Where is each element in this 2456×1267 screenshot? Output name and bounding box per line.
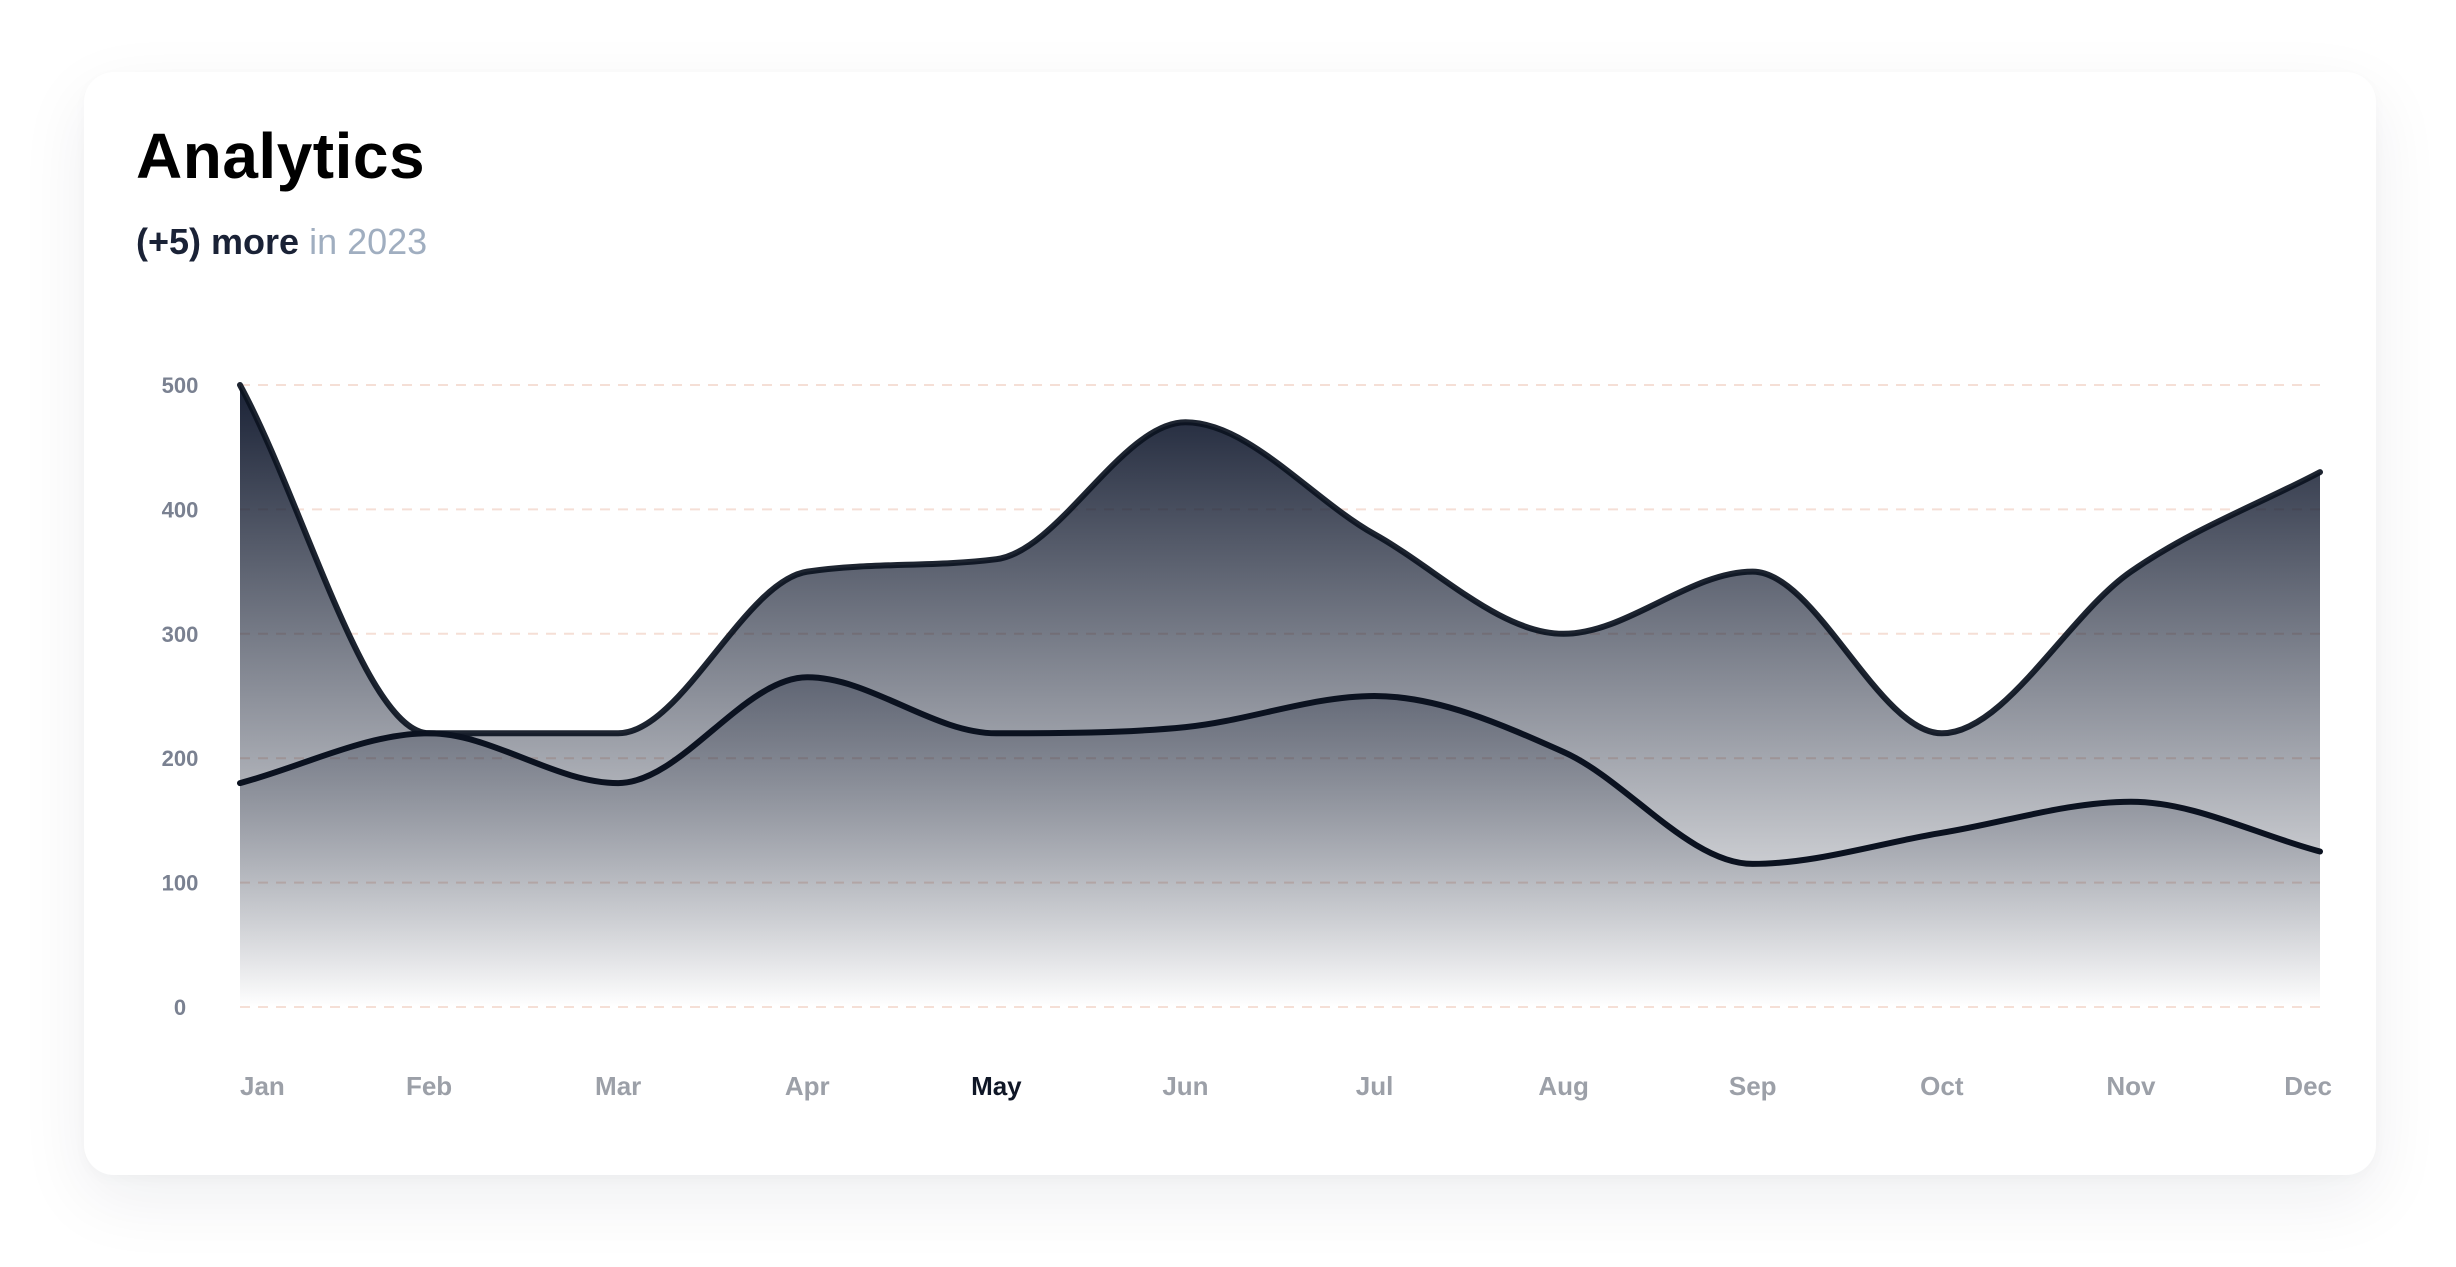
y-axis: 0 100 200 300 400 500 xyxy=(162,373,199,1020)
x-tick-label-may[interactable]: May xyxy=(971,1071,1022,1101)
x-tick-label-apr[interactable]: Apr xyxy=(785,1071,830,1101)
x-axis: Jan Feb Mar Apr May Jun Jul Aug Sep Oct Nov Dec xyxy=(240,1071,2332,1101)
y-tick-label: 400 xyxy=(162,497,199,522)
subtitle-year: in 2023 xyxy=(299,221,428,262)
series-lines xyxy=(237,382,2323,867)
analytics-card: Analytics (+5) more in 2023 0 100 200 300 40… xyxy=(84,72,2376,1175)
series-areas xyxy=(240,385,2320,1007)
y-tick-label: 100 xyxy=(162,871,199,896)
series-2-area xyxy=(240,677,2320,1007)
card-subtitle: (+5) more in 2023 xyxy=(136,220,427,263)
card-title: Analytics xyxy=(136,120,426,192)
x-tick-label-jun[interactable]: Jun xyxy=(1162,1071,1208,1101)
x-tick-label-feb[interactable]: Feb xyxy=(406,1071,452,1101)
analytics-chart: 0 100 200 300 400 500 Jan Feb Mar Apr May Jun Jul Au… xyxy=(162,373,2332,1101)
subtitle-highlight: (+5) more xyxy=(136,221,300,262)
x-tick-label-aug[interactable]: Aug xyxy=(1538,1071,1589,1101)
y-tick-label: 300 xyxy=(162,622,199,647)
y-tick-label: 500 xyxy=(162,373,199,398)
series-1-line xyxy=(237,382,2323,737)
x-tick-label-mar[interactable]: Mar xyxy=(595,1071,641,1101)
y-tick-label: 200 xyxy=(162,746,199,771)
y-tick-label: 0 xyxy=(174,995,186,1020)
x-tick-label-jul[interactable]: Jul xyxy=(1356,1071,1394,1101)
x-tick-label-jan[interactable]: Jan xyxy=(240,1071,285,1101)
series-2-line xyxy=(237,674,2323,867)
x-tick-label-nov[interactable]: Nov xyxy=(2106,1071,2156,1101)
x-tick-label-sep[interactable]: Sep xyxy=(1729,1071,1777,1101)
x-tick-label-dec[interactable]: Dec xyxy=(2284,1071,2332,1101)
x-tick-label-oct[interactable]: Oct xyxy=(1920,1071,1964,1101)
